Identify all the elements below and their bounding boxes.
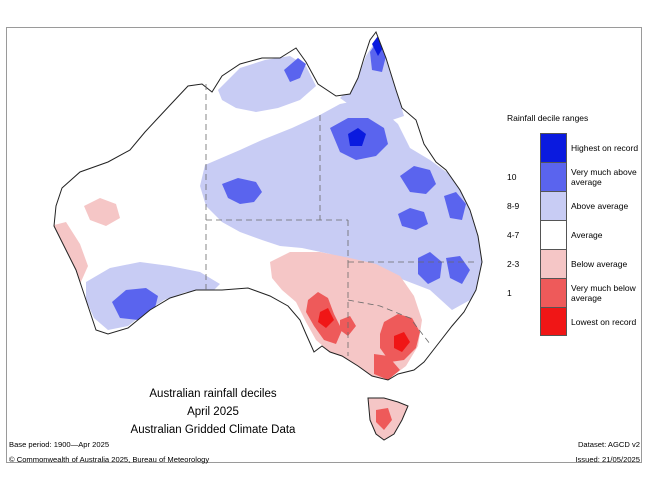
legend-item-very-much-below: 1 Very much below average	[507, 278, 642, 307]
region-above-average-cape	[340, 40, 404, 120]
legend-item-average: 4-7 Average	[507, 220, 642, 249]
region-vmaa-qld-coast	[444, 192, 466, 220]
legend-swatch	[540, 278, 567, 307]
region-vmaa-west-central	[222, 178, 262, 204]
region-lowest-sa	[318, 308, 334, 328]
legend-label: Lowest on record	[571, 316, 637, 327]
legend-item-very-much-above: 10 Very much above average	[507, 162, 642, 191]
legend-item-highest: Highest on record	[507, 133, 642, 162]
region-vmaa-qld-central	[400, 166, 436, 194]
state-borders	[205, 84, 474, 356]
legend-range	[507, 307, 533, 336]
dataset-text: Dataset: AGCD v2	[577, 440, 640, 449]
legend-label: Below average	[571, 258, 628, 269]
legend-label: Average	[571, 229, 603, 240]
legend-range: 1	[507, 287, 512, 298]
region-vmaa-nsw-coast	[446, 256, 470, 284]
decile-regions	[54, 36, 482, 380]
region-vmaa-swwa	[112, 288, 158, 320]
region-below-average-wa	[84, 198, 120, 226]
legend-swatch	[540, 191, 567, 220]
legend-range: 10	[507, 171, 517, 182]
legend-item-lowest: Lowest on record	[507, 307, 642, 336]
legend-swatch	[540, 220, 567, 249]
legend-label: Very much above average	[571, 166, 637, 187]
legend-item-below: 2-3 Below average	[507, 249, 642, 278]
region-vmaa-qld-south	[418, 252, 442, 284]
australia-rainfall-map	[53, 31, 483, 441]
legend-label: Very much below average	[571, 282, 636, 303]
region-lowest-vic	[394, 332, 410, 352]
legend-swatch	[540, 249, 567, 278]
legend-range: 8-9	[507, 200, 520, 211]
legend-swatch	[540, 307, 567, 336]
legend-label: Highest on record	[571, 142, 639, 153]
issued-date-text: Issued: 21/05/2025	[575, 455, 640, 464]
legend-title: Rainfall decile ranges	[507, 113, 589, 123]
tasmania	[367, 397, 409, 441]
legend-label: Above average	[571, 200, 629, 211]
region-vmaa-arnhem	[284, 58, 306, 82]
legend-range: 4-7	[507, 229, 520, 240]
map-title-period: April 2025	[187, 406, 239, 418]
region-vmaa-qld-west	[398, 208, 428, 230]
legend-item-above: 8-9 Above average	[507, 191, 642, 220]
legend-swatch	[540, 133, 567, 162]
region-above-average-central	[200, 100, 482, 310]
base-period-text: Base period: 1900—Apr 2025	[9, 440, 110, 449]
legend-range	[507, 133, 533, 162]
map-title-dataset: Australian Gridded Climate Data	[130, 424, 296, 436]
map-title-line1: Australian rainfall deciles	[149, 388, 277, 400]
region-highest-gulf	[348, 128, 366, 146]
region-vmba-vic-west	[374, 354, 400, 380]
copyright-text: © Commonwealth of Australia 2025, Bureau…	[9, 455, 210, 464]
legend-swatch	[540, 162, 567, 191]
legend-range: 2-3	[507, 258, 520, 269]
